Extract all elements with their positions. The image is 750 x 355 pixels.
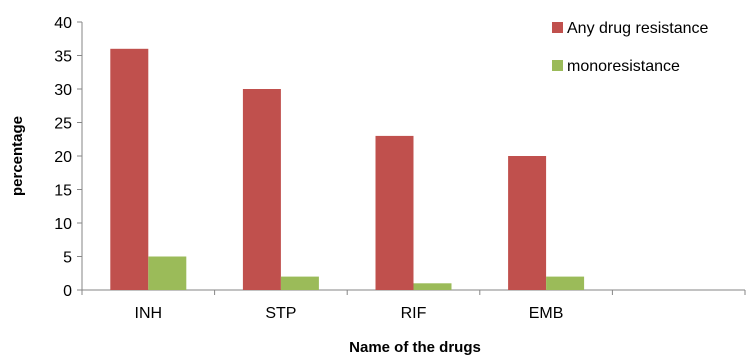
bar-monoresistance-emb [546,276,585,290]
y-tick-label: 15 [54,183,72,200]
y-tick-label: 30 [54,82,72,99]
bar-any-drug-resistance-inh [110,48,149,290]
bar-monoresistance-stp [280,276,319,290]
legend: Any drug resistance monoresistance [552,20,709,75]
x-tick-label: EMB [529,305,564,322]
y-tick-label: 10 [54,216,72,233]
legend-label: monoresistance [567,58,680,75]
bar-any-drug-resistance-emb [508,156,547,290]
legend-swatch [552,60,563,71]
bar-monoresistance-inh [148,256,187,290]
y-tick-label: 25 [54,116,72,133]
legend-label: Any drug resistance [567,20,709,37]
y-tick-label: 40 [54,15,72,32]
y-tick-label: 0 [63,283,72,300]
x-tick-label: RIF [401,305,427,322]
x-axis: INH STP RIF EMB [81,289,746,322]
x-axis-title: Name of the drugs [349,339,481,355]
y-axis: 0 5 10 15 20 25 30 35 40 [54,15,83,300]
bar-any-drug-resistance-rif [375,135,414,290]
legend-swatch [552,22,563,33]
bar-any-drug-resistance-stp [242,89,281,290]
y-axis-title: percentage [9,116,26,196]
y-tick-label: 35 [54,49,72,66]
x-tick-label: STP [265,305,296,322]
y-tick-label: 20 [54,149,72,166]
bar-monoresistance-rif [413,283,452,290]
y-tick-label: 5 [63,250,72,267]
bars [110,48,585,290]
x-tick-label: INH [135,305,163,322]
